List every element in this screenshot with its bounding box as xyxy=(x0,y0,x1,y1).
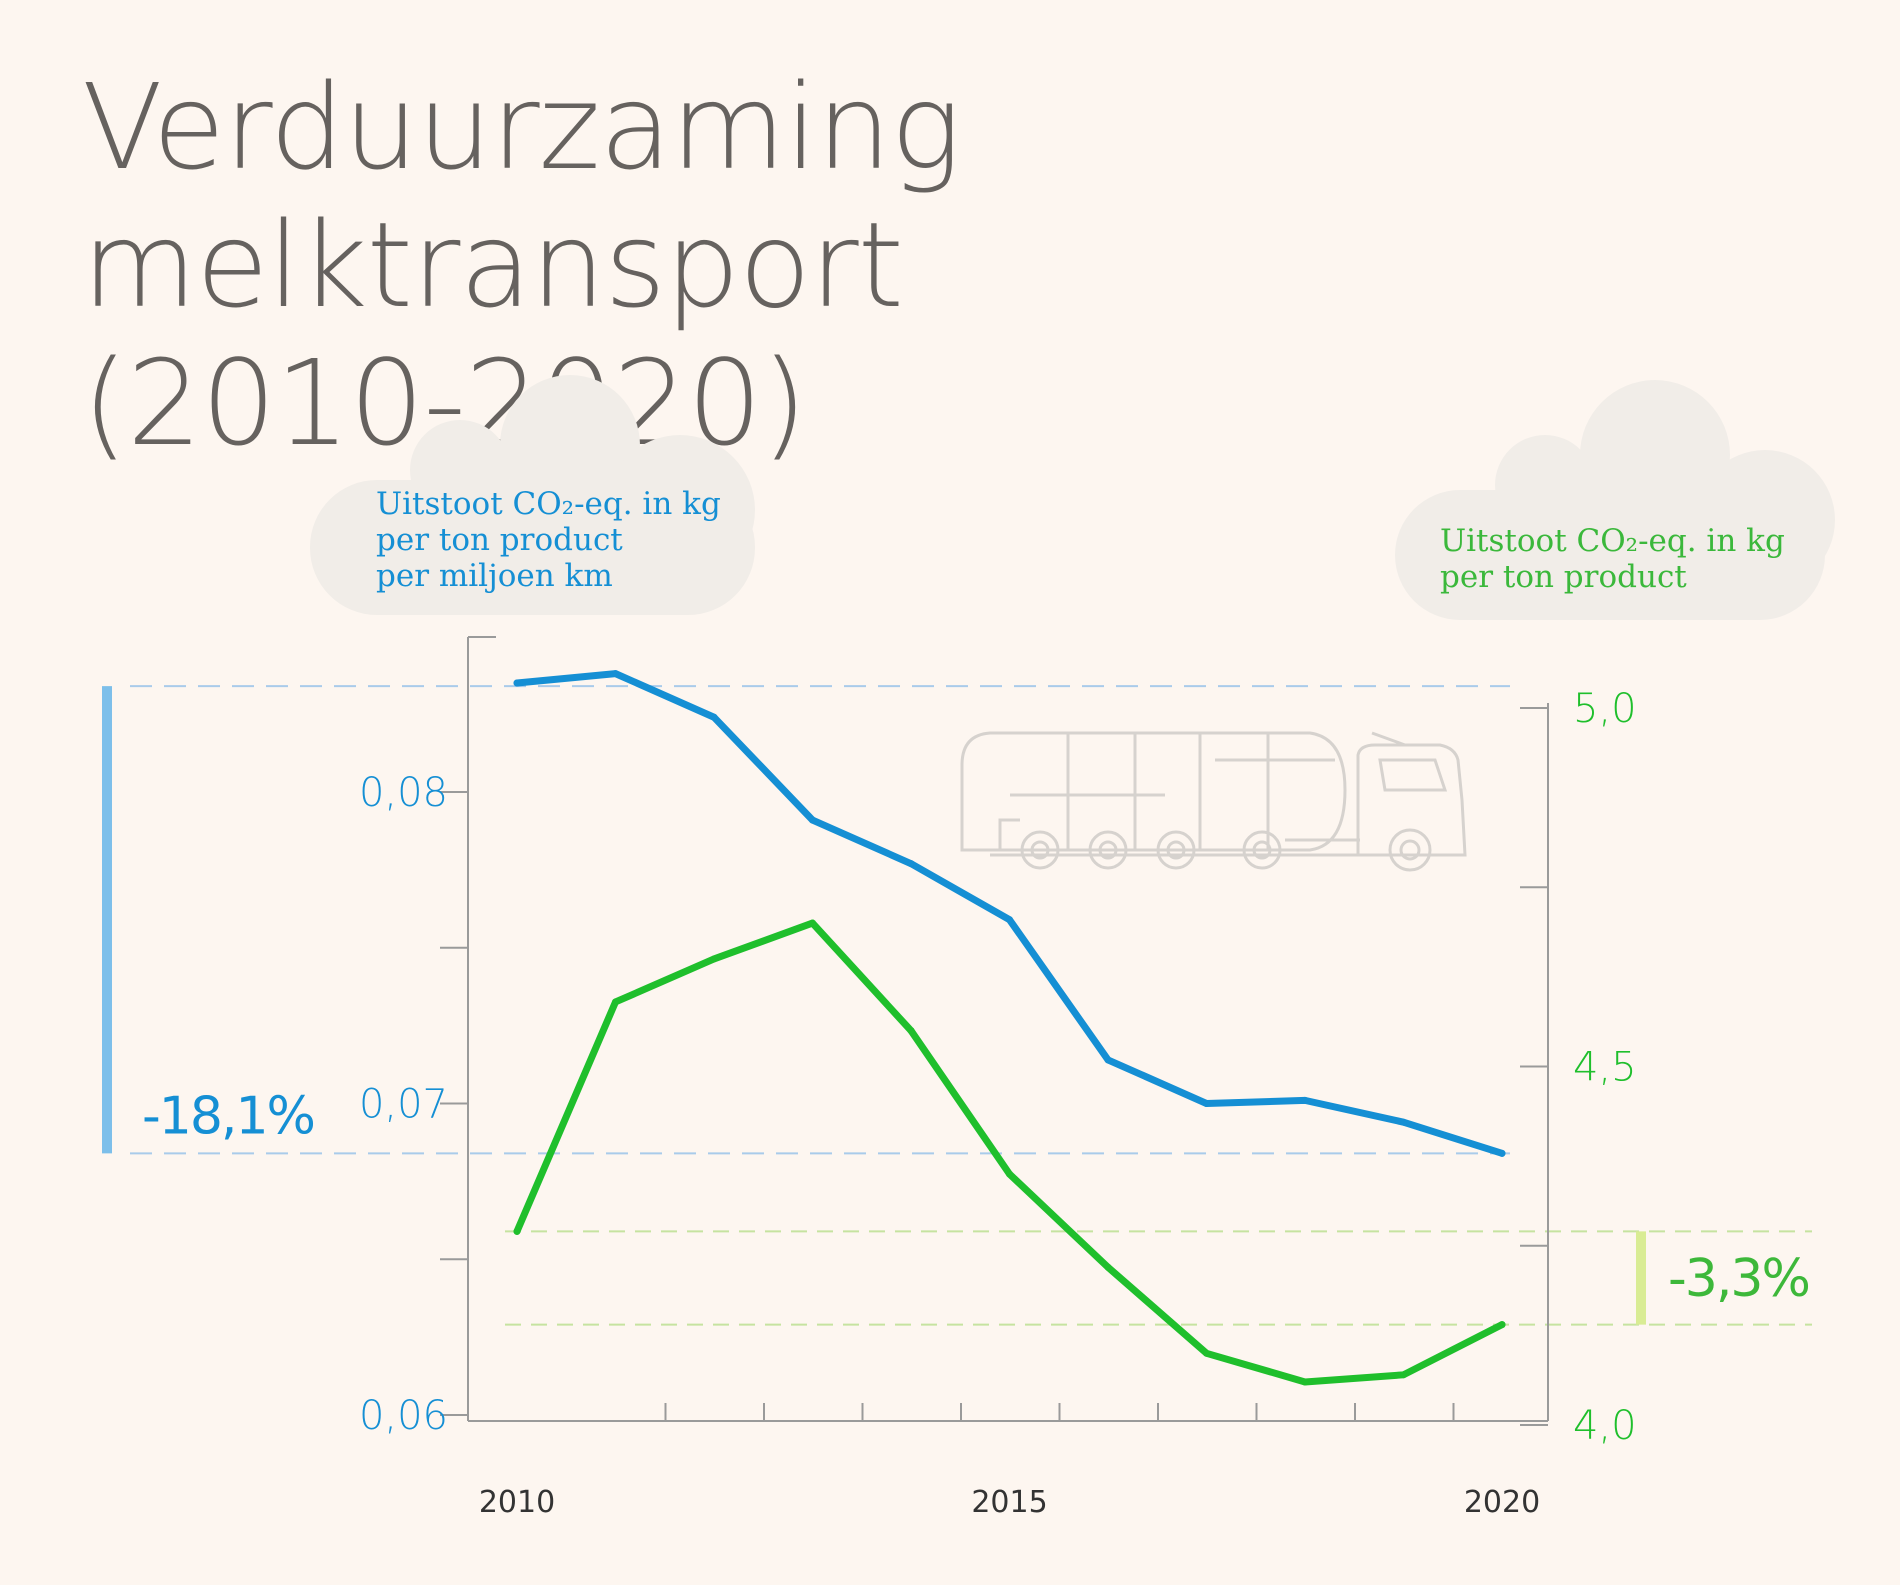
right-axis-label-line: per ton product xyxy=(1440,559,1687,595)
blue-change-label: -18,1% xyxy=(142,1086,314,1146)
blue-series-point xyxy=(809,816,816,824)
blue-series-point xyxy=(1104,1056,1112,1064)
green-series-point xyxy=(513,1227,521,1235)
left-axis-tick-label: 0,07 xyxy=(359,1082,448,1128)
series-layer xyxy=(513,670,1506,1386)
blue-series-point xyxy=(612,670,619,678)
right-axis-tick-label: 4,0 xyxy=(1573,1403,1637,1449)
right-axis-tick-label: 4,5 xyxy=(1573,1045,1637,1091)
blue-series-point xyxy=(1203,1100,1210,1107)
green-series-point xyxy=(1006,1170,1013,1178)
green-series-point xyxy=(1498,1321,1506,1329)
title-line-1: Verduurzaming melktransport xyxy=(82,58,961,334)
milk-truck-illustration xyxy=(960,731,1467,872)
x-axis-tick-label: 2010 xyxy=(479,1485,555,1520)
blue-series-point xyxy=(1301,1096,1309,1104)
left-axis-label-line: Uitstoot CO₂-eq. in kg xyxy=(376,486,721,522)
annotation-layer: -18,1% -3,3% xyxy=(102,686,1811,1325)
left-axis-label-line: per ton product xyxy=(376,522,623,558)
green-change-label: -3,3% xyxy=(1668,1249,1809,1309)
green-series-point xyxy=(1104,1263,1112,1271)
right-axis-label-line: Uitstoot CO₂-eq. in kg xyxy=(1440,523,1785,559)
green-series-point xyxy=(907,1027,915,1035)
green-series-point xyxy=(710,955,718,963)
green-series-point xyxy=(1301,1378,1309,1386)
right-axis-tick-label: 5,0 xyxy=(1573,686,1637,732)
blue-series-line xyxy=(513,670,1506,1157)
page-title: Verduurzaming melktransport (2010-2020) xyxy=(82,58,1782,472)
left-axis-label-line: per miljoen km xyxy=(376,558,613,594)
right-cloud xyxy=(1395,380,1835,620)
axes: 0,06 0,07 0,08 4,0 4,5 5,0 2010 2015 2020 xyxy=(359,636,1637,1520)
green-series-point xyxy=(612,998,619,1006)
green-series-point xyxy=(809,919,816,927)
blue-series-point xyxy=(907,860,915,868)
left-axis-tick-label: 0,08 xyxy=(359,770,448,816)
x-axis-tick-label: 2020 xyxy=(1464,1485,1540,1520)
green-series-point xyxy=(1400,1371,1407,1379)
left-cloud xyxy=(310,375,755,615)
left-axis-tick-label: 0,06 xyxy=(359,1393,448,1439)
blue-series-point xyxy=(1400,1118,1407,1126)
green-series-point xyxy=(1203,1349,1210,1357)
reference-lines xyxy=(130,685,1812,1326)
blue-series-point xyxy=(513,679,521,687)
blue-series-point xyxy=(710,713,718,721)
blue-series-point xyxy=(1006,916,1013,924)
blue-series-point xyxy=(1498,1149,1506,1157)
x-axis-tick-label: 2015 xyxy=(971,1485,1047,1520)
